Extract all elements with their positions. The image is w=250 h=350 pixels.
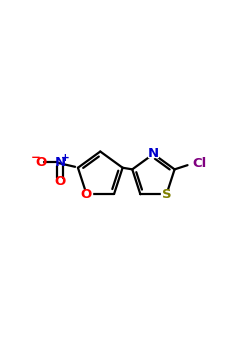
Text: O: O — [36, 155, 47, 168]
Polygon shape — [148, 150, 158, 158]
Text: N: N — [148, 147, 159, 161]
Text: +: + — [61, 153, 70, 162]
Text: O: O — [55, 175, 66, 188]
Text: −: − — [31, 151, 40, 164]
Polygon shape — [161, 190, 172, 198]
Text: N: N — [55, 155, 66, 168]
Text: Cl: Cl — [192, 158, 206, 170]
Text: O: O — [81, 188, 92, 201]
Polygon shape — [81, 190, 92, 198]
Text: S: S — [162, 188, 171, 201]
